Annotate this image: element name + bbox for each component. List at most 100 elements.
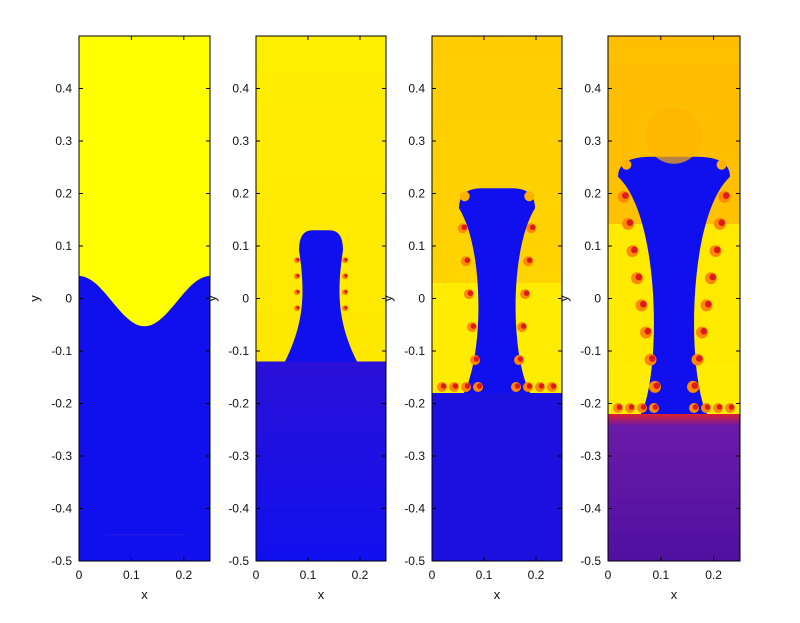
x-axis-label: x xyxy=(318,587,325,602)
vortex-left-core xyxy=(470,323,477,329)
heavy-spike xyxy=(459,188,535,393)
heavy-fluid xyxy=(256,361,386,561)
cap-curl-right xyxy=(524,191,535,202)
vortex-left-core xyxy=(473,356,480,362)
interface-curl-core xyxy=(514,383,521,389)
vortex-left-core xyxy=(653,382,661,389)
vortex-left-core xyxy=(296,306,300,310)
interface-curl-core xyxy=(704,404,711,410)
x-tick-label: 0 xyxy=(605,568,612,582)
vortex-right-core xyxy=(709,273,717,281)
top-band xyxy=(608,36,740,64)
interface-curl-core xyxy=(476,383,483,389)
y-tick-label: 0 xyxy=(594,292,601,306)
vortex-left-core xyxy=(467,290,474,296)
vortex-left-core xyxy=(296,258,300,262)
y-tick-label: -0.2 xyxy=(404,397,425,411)
x-tick-label: 0 xyxy=(429,568,436,582)
panel-3: -0.5 -0.4 -0.3 -0.2 -0.1 0 0.1 0.2 0.3 0.4 0 0.1 0.2… xyxy=(380,35,563,602)
y-tick-label: -0.3 xyxy=(404,449,425,463)
interface-curl-core xyxy=(440,383,447,389)
y-tick-label: -0.5 xyxy=(404,554,425,568)
interface-curl-core xyxy=(640,404,647,410)
heavy-spike xyxy=(618,156,730,414)
x-tick-label: 0.2 xyxy=(705,568,722,582)
vortex-right-core xyxy=(520,323,527,329)
y-tick-label: -0.5 xyxy=(580,554,601,568)
y-tick-label: 0.4 xyxy=(232,82,249,96)
interface-curl-core xyxy=(550,383,557,389)
top-dome xyxy=(646,107,702,164)
interface-curl-core xyxy=(538,383,545,389)
heavy-spike xyxy=(285,230,357,362)
interface-curl-core xyxy=(716,404,723,410)
y-tick-label: 0.3 xyxy=(55,134,72,148)
y-axis-label: y xyxy=(556,295,571,302)
vortex-right-core xyxy=(700,328,708,335)
x-axis-label: x xyxy=(141,587,148,602)
x-tick-label: 0 xyxy=(253,568,260,582)
vortex-left-core xyxy=(296,274,300,278)
y-axis-label: y xyxy=(380,295,395,302)
vortex-right-core xyxy=(344,274,348,278)
vortex-left-core xyxy=(640,300,647,308)
x-tick-label: 0.2 xyxy=(175,568,192,582)
interface-curl-core xyxy=(628,404,635,410)
x-tick-label: 0 xyxy=(76,568,83,582)
y-tick-label: -0.1 xyxy=(404,344,425,358)
field xyxy=(79,36,210,561)
vortex-right-core xyxy=(691,382,699,389)
heavy-fluid xyxy=(432,393,562,561)
y-tick-label: -0.2 xyxy=(228,397,249,411)
cap-curl-left xyxy=(621,159,632,170)
panel-4: -0.5 -0.4 -0.3 -0.2 -0.1 0 0.1 0.2 0.3 0.4 0 0.1 0.2… xyxy=(556,35,741,602)
y-tick-label: 0.3 xyxy=(408,134,425,148)
x-axis-label: x xyxy=(494,587,501,602)
y-tick-label: 0.2 xyxy=(232,187,249,201)
y-tick-label: -0.4 xyxy=(580,502,601,516)
y-tick-label: 0.3 xyxy=(232,134,249,148)
y-tick-label: 0.4 xyxy=(408,82,425,96)
x-tick-label: 0.1 xyxy=(476,568,493,582)
y-tick-label: 0 xyxy=(65,292,72,306)
field xyxy=(256,36,386,561)
interface-curl-core xyxy=(616,404,623,410)
y-tick-label: 0.1 xyxy=(232,239,249,253)
vortex-right-core xyxy=(344,290,348,294)
y-tick-label: 0.2 xyxy=(55,187,72,201)
y-tick-label: -0.3 xyxy=(228,449,249,463)
x-tick-label: 0.1 xyxy=(300,568,317,582)
vortex-right-core xyxy=(713,246,721,254)
vortex-right-core xyxy=(344,258,348,262)
y-tick-label: 0.2 xyxy=(584,187,601,201)
x-tick-label: 0.1 xyxy=(652,568,669,582)
interface-curl-core xyxy=(464,383,471,389)
vortex-left-core xyxy=(635,273,643,281)
interface-curl-core xyxy=(452,383,459,389)
y-tick-label: 0.1 xyxy=(408,239,425,253)
y-tick-label: 0.2 xyxy=(408,187,425,201)
vortex-left-core xyxy=(631,246,638,254)
panel-2: -0.5 -0.4 -0.3 -0.2 -0.1 0 0.1 0.2 0.3 0.4 0 0.1 0.2… xyxy=(204,35,387,602)
cap-curl-left xyxy=(459,191,470,202)
y-tick-label: -0.3 xyxy=(580,449,601,463)
vortex-right-core xyxy=(526,257,533,263)
vortex-right-core xyxy=(704,300,712,308)
vortex-right-core xyxy=(523,290,530,296)
y-tick-label: 0.4 xyxy=(584,82,601,96)
y-axis-label: y xyxy=(27,295,42,302)
y-tick-label: 0.3 xyxy=(584,134,601,148)
vortex-left-core xyxy=(461,224,468,230)
cap-curl-right xyxy=(716,159,727,170)
y-axis-label: y xyxy=(204,295,219,302)
y-tick-label: 0 xyxy=(418,292,425,306)
y-tick-label: -0.1 xyxy=(580,344,601,358)
x-tick-label: 0.2 xyxy=(352,568,369,582)
y-tick-label: -0.4 xyxy=(404,502,425,516)
interface-curl-core xyxy=(692,404,699,410)
vortex-right-core xyxy=(517,356,524,362)
vortex-left-core xyxy=(626,219,634,227)
vortex-left-core xyxy=(464,257,471,263)
vortex-left-core xyxy=(296,290,300,294)
interface-curl-core xyxy=(652,404,659,410)
